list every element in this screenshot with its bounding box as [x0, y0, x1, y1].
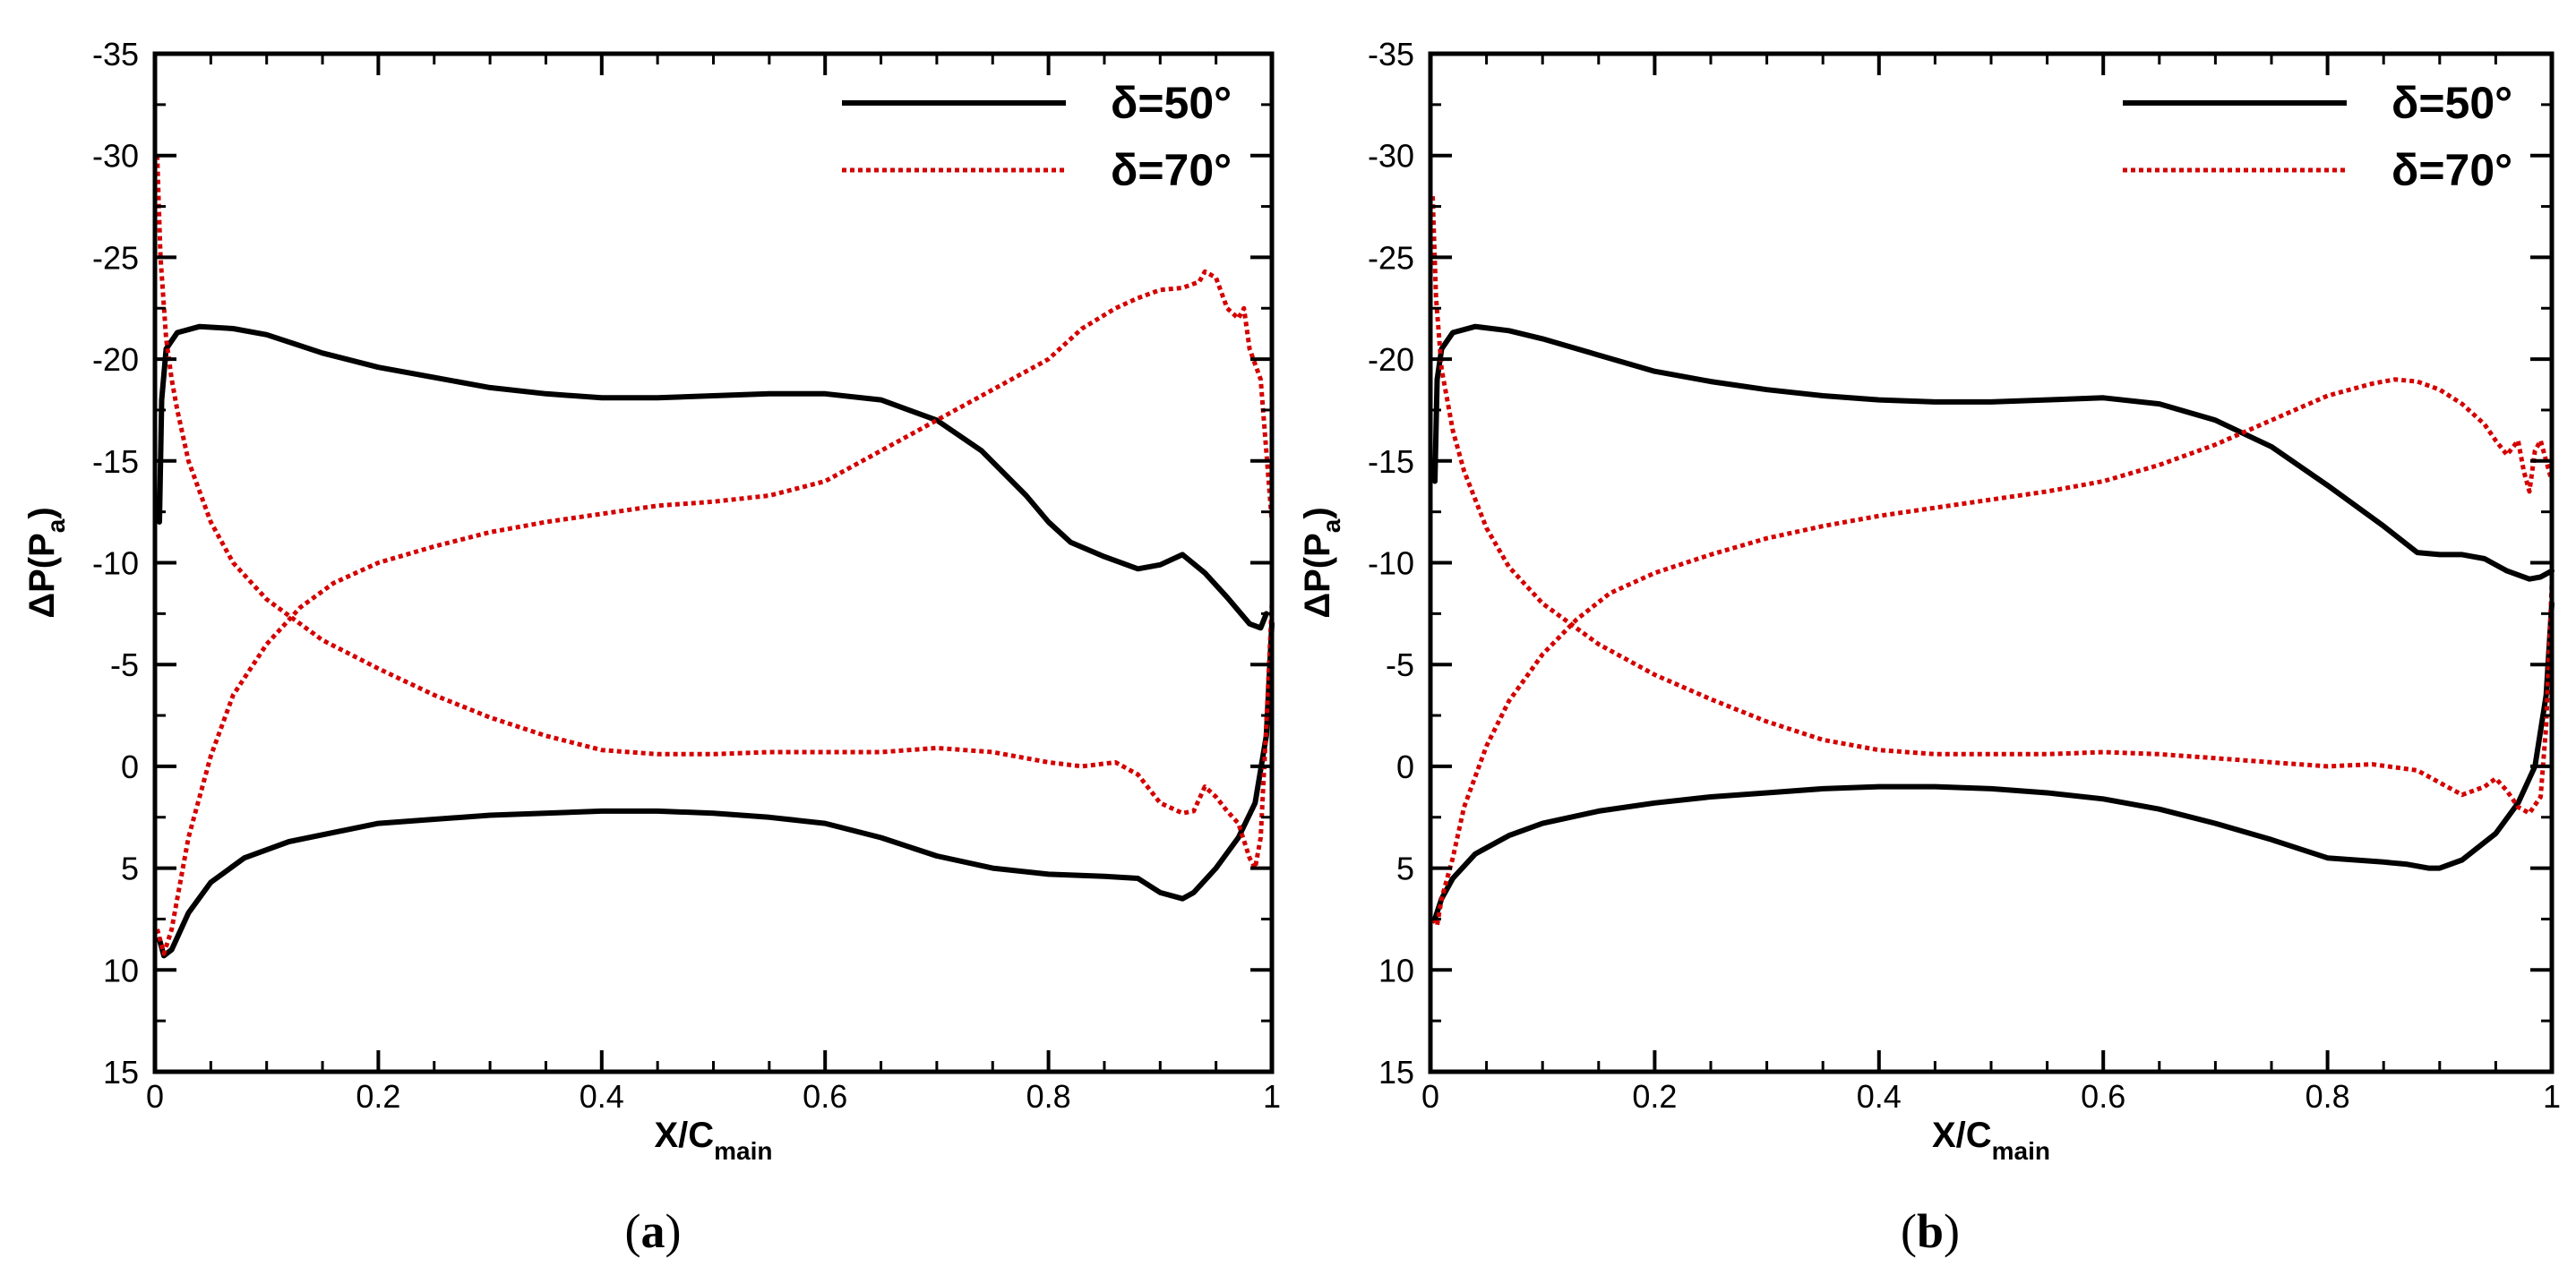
data-lines: [155, 155, 1275, 959]
x-tick-label: 0.6: [2081, 1078, 2125, 1115]
y-tick-label: -25: [1368, 239, 1414, 276]
y-tick-label: 15: [103, 1054, 139, 1091]
y-tick-label: -25: [92, 239, 139, 276]
y-tick-label: 15: [1378, 1054, 1414, 1091]
y-tick-label: -15: [1368, 443, 1414, 480]
y-tick-label: -10: [1368, 545, 1414, 582]
x-axis-title-main: X/C: [654, 1116, 714, 1155]
x-tick-label: 0.2: [1632, 1078, 1677, 1115]
y-axis-title-subscript: a: [1318, 518, 1345, 533]
x-tick-label: 0.4: [580, 1078, 624, 1115]
y-axis-title: ΔP(Pa): [1298, 507, 1345, 618]
y-tick-label: 0: [121, 749, 139, 785]
x-axis-title-subscript: main: [1992, 1137, 2050, 1165]
panel-label-open-paren: (: [1901, 1204, 1917, 1258]
y-axis-title: ΔP(Pa): [22, 507, 70, 618]
panel-label-close-paren: ): [1944, 1204, 1960, 1258]
y-axis-title-subscript: a: [42, 518, 70, 533]
series-delta-50-curve-upper: [1432, 323, 2555, 582]
x-tick-label: 1: [1263, 1078, 1281, 1115]
series-delta-70-curve-upper: [1430, 196, 2555, 816]
x-tick-label: 0.2: [356, 1078, 400, 1115]
y-tick-label: -35: [1368, 36, 1414, 73]
y-tick-label: -30: [1368, 138, 1414, 175]
chart-panel-a: 0 0.2 0.4 0.6 0.8 1 -35 -30 -25 -20 -15 -10 -5 0 5 10 15…: [22, 36, 1281, 1258]
x-tick-label: 0: [146, 1078, 164, 1115]
y-axis-title-main: ΔP(P: [22, 533, 62, 618]
legend-label-delta-50: δ=50°: [1111, 78, 1232, 128]
y-tick-label: -20: [92, 341, 139, 378]
panel-label-letter: a: [641, 1204, 665, 1258]
series-delta-50-curve-lower: [157, 620, 1275, 959]
y-tick-label: -5: [1386, 646, 1414, 683]
panel-label: (a): [625, 1204, 682, 1258]
series-delta-70-curve-lower: [155, 269, 1275, 956]
x-axis-title-main: X/C: [1932, 1116, 1992, 1155]
legend-label-delta-70: δ=70°: [2391, 145, 2512, 195]
y-tick-label: 10: [103, 952, 139, 988]
y-axis-title-main: ΔP(P: [1298, 533, 1337, 618]
panel-label: (b): [1901, 1204, 1960, 1258]
y-axis-title-close: ): [22, 507, 62, 518]
panel-label-open-paren: (: [625, 1204, 641, 1258]
y-tick-label: -30: [92, 138, 139, 175]
y-tick-label: 5: [1396, 851, 1414, 887]
y-tick-label: 0: [1396, 749, 1414, 785]
y-tick-label: -5: [110, 646, 139, 683]
legend: δ=50° δ=70°: [842, 78, 1232, 195]
legend-label-delta-70: δ=70°: [1111, 145, 1232, 195]
x-axis-title-subscript: main: [714, 1137, 772, 1165]
panel-label-close-paren: ): [665, 1204, 682, 1258]
x-axis-title: X/Cmain: [1932, 1116, 2050, 1165]
y-tick-label: -15: [92, 443, 139, 480]
x-tick-label: 0: [1421, 1078, 1439, 1115]
x-tick-label: 0.8: [2306, 1078, 2350, 1115]
x-tick-label: 0.6: [803, 1078, 847, 1115]
y-tick-label: -35: [92, 36, 139, 73]
y-tick-label: 5: [121, 851, 139, 887]
y-axis-title-close: ): [1298, 507, 1337, 518]
y-tick-label: -10: [92, 545, 139, 582]
y-tick-label: -20: [1368, 341, 1414, 378]
series-delta-50-curve-upper: [157, 323, 1269, 631]
series-delta-50-curve-lower: [1432, 601, 2555, 922]
y-tick-label: 10: [1378, 952, 1414, 988]
x-tick-label: 0.4: [1857, 1078, 1902, 1115]
series-delta-70-curve-upper: [155, 155, 1275, 871]
legend: δ=50° δ=70°: [2123, 78, 2512, 195]
panel-label-letter: b: [1917, 1204, 1944, 1258]
series-delta-70-curve-lower: [1430, 377, 2555, 928]
x-axis-title: X/Cmain: [654, 1116, 772, 1165]
x-tick-label: 0.8: [1026, 1078, 1071, 1115]
legend-label-delta-50: δ=50°: [2391, 78, 2512, 128]
x-tick-label: 1: [2543, 1078, 2561, 1115]
data-lines: [1430, 196, 2555, 928]
chart-panel-b: 0 0.2 0.4 0.6 0.8 1 -35 -30 -25 -20 -15 -10 -5 0 5 10 15…: [1298, 36, 2561, 1258]
